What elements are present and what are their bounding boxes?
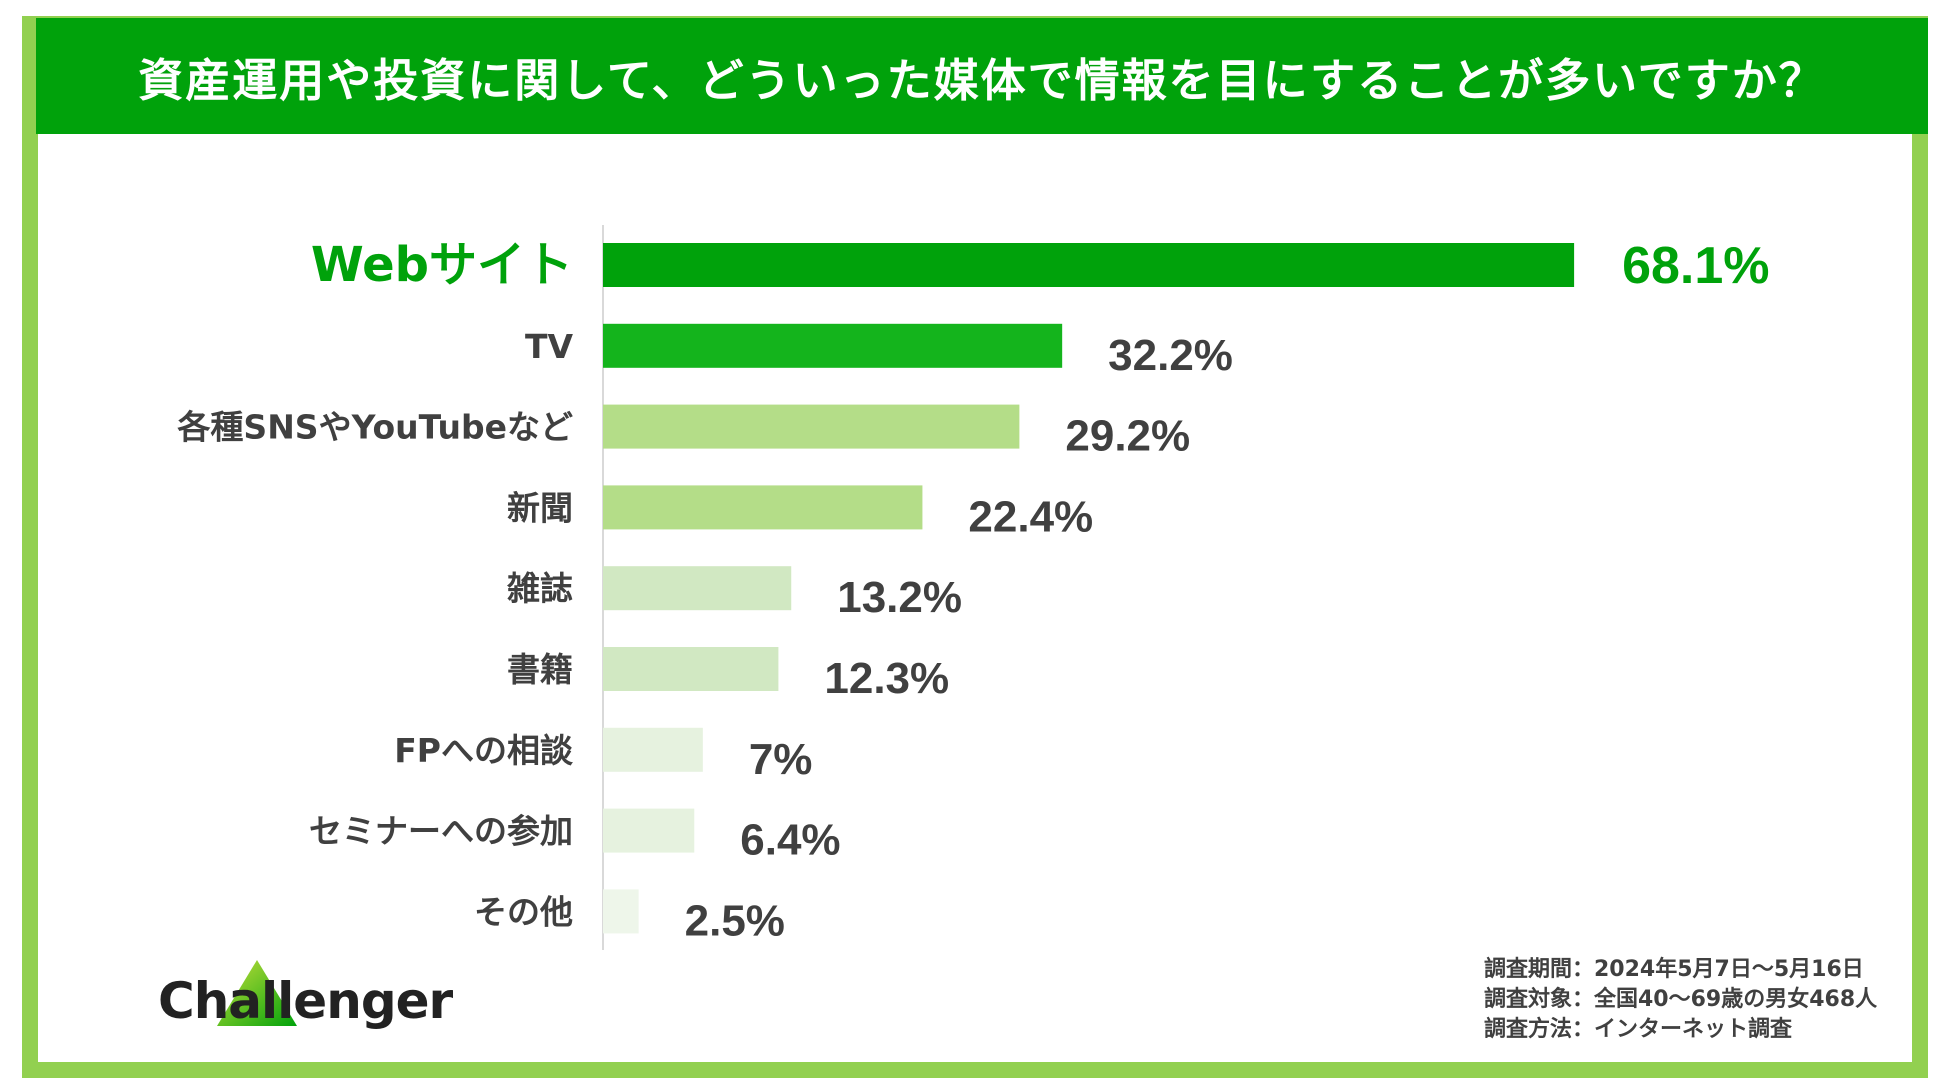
chart-title: 資産運用や投資に関して、どういった媒体で情報を目にすることが多いですか？ — [138, 53, 1826, 107]
bar — [603, 323, 1063, 368]
title-bar: 資産運用や投資に関して、どういった媒体で情報を目にすることが多いですか？ — [36, 18, 1928, 134]
survey-notes: 調査期間：2024年5月7日〜5月16日 調査対象：全国40〜69歳の男女468… — [1484, 955, 1877, 1045]
category-label: Webサイト — [311, 237, 573, 293]
bar — [603, 889, 639, 934]
category-label: その他 — [474, 892, 573, 931]
value-label: 68.1% — [1622, 237, 1769, 295]
category-label: セミナーへの参加 — [309, 812, 573, 851]
survey-target: 調査対象：全国40〜69歳の男女468人 — [1484, 987, 1878, 1012]
challenger-logo-icon — [217, 960, 297, 1026]
category-label: 雑誌 — [506, 569, 573, 608]
category-label: TV — [525, 327, 574, 366]
bar — [603, 404, 1020, 449]
survey-method: 調査方法：インターネット調査 — [1484, 1017, 1793, 1042]
value-label: 22.4% — [968, 492, 1093, 541]
value-label: 6.4% — [740, 816, 840, 865]
survey-period: 調査期間：2024年5月7日〜5月16日 — [1484, 957, 1864, 982]
category-label: FPへの相談 — [394, 731, 574, 770]
value-label: 2.5% — [685, 896, 785, 945]
category-label: 書籍 — [507, 650, 573, 689]
category-label: 新聞 — [507, 488, 573, 527]
bar — [603, 808, 695, 853]
bar — [603, 243, 1575, 287]
chart-frame — [22, 16, 1928, 1078]
value-label: 7% — [749, 735, 813, 784]
bar — [603, 485, 923, 530]
bar — [603, 647, 779, 691]
value-label: 29.2% — [1065, 412, 1190, 461]
bar — [603, 566, 792, 611]
category-label: 各種SNSやYouTubeなど — [176, 408, 573, 447]
value-label: 12.3% — [824, 654, 949, 703]
logo-text: Challenger — [158, 972, 453, 1030]
value-label: 13.2% — [837, 573, 962, 622]
value-label: 32.2% — [1108, 331, 1233, 380]
bar — [603, 727, 703, 772]
